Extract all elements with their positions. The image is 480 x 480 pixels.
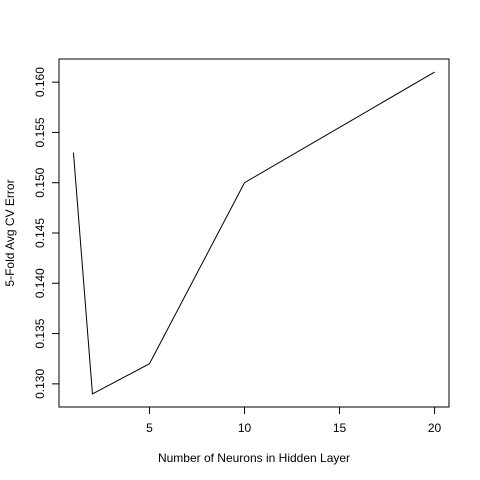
x-tick-label: 20 <box>428 421 442 435</box>
x-tick-label: 5 <box>146 421 153 435</box>
x-tick-label: 10 <box>238 421 252 435</box>
series-line <box>72 71 435 395</box>
y-axis-label: 5-Fold Avg CV Error <box>3 179 17 286</box>
y-tick-label: 0.145 <box>33 218 47 248</box>
x-axis-label: Number of Neurons in Hidden Layer <box>158 451 350 465</box>
y-tick-label: 0.140 <box>33 268 47 298</box>
y-tick-label: 0.160 <box>33 67 47 97</box>
y-tick-label: 0.135 <box>33 318 47 348</box>
y-axis: 0.130 0.135 0.140 0.145 0.150 0.155 0.160 <box>33 67 59 399</box>
y-tick-label: 0.155 <box>33 117 47 147</box>
y-tick-label: 0.130 <box>33 369 47 399</box>
y-tick-label: 0.150 <box>33 167 47 197</box>
x-tick-label: 15 <box>333 421 347 435</box>
plot-frame <box>58 58 450 408</box>
x-axis: 5 10 15 20 <box>146 407 442 435</box>
